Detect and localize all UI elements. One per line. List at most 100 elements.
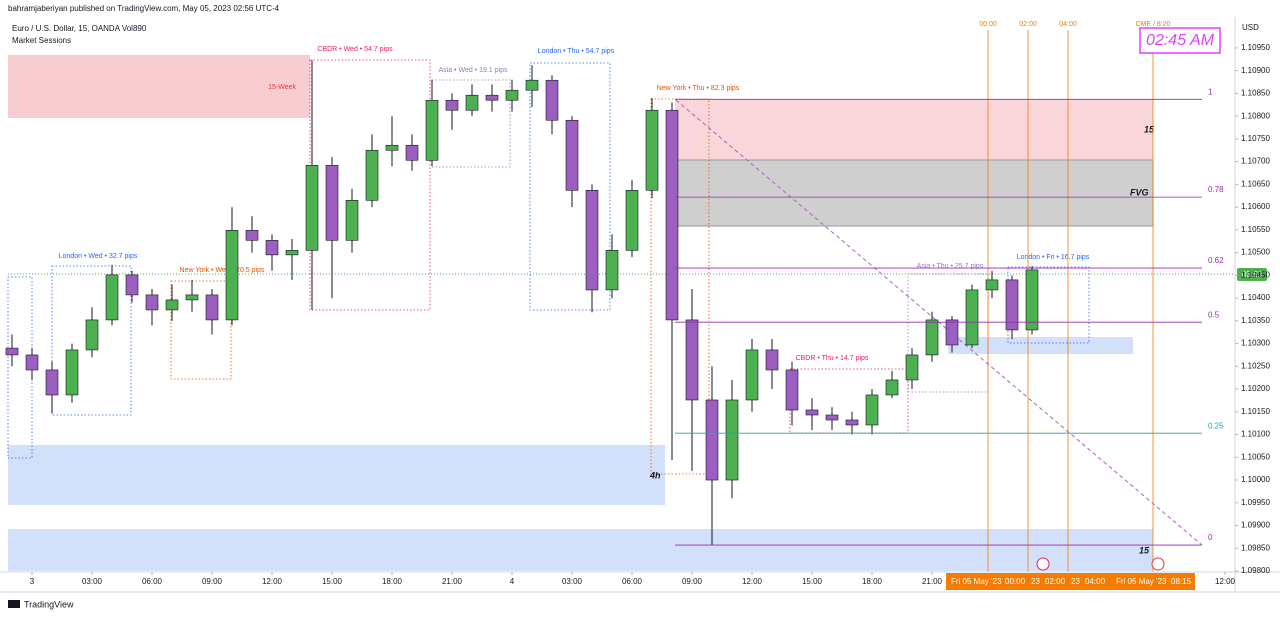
candle-body bbox=[245, 230, 259, 241]
y-tick-label: 1.10100 bbox=[1241, 430, 1270, 439]
range-label: 23 bbox=[1031, 577, 1040, 586]
y-tick-label: 1.10450 bbox=[1241, 270, 1270, 279]
y-tick-label: 1.10500 bbox=[1241, 248, 1270, 257]
y-tick-label: 1.09800 bbox=[1241, 566, 1270, 575]
zone-label: 15 bbox=[1144, 124, 1155, 134]
x-tick-label: 12:00 bbox=[742, 577, 763, 586]
y-tick-label: 1.10000 bbox=[1241, 475, 1270, 484]
candle-body bbox=[545, 79, 559, 121]
x-tick-label: 15:00 bbox=[322, 577, 343, 586]
candle-body bbox=[745, 349, 759, 401]
x-tick-label: 09:00 bbox=[202, 577, 223, 586]
y-tick-label: 1.10150 bbox=[1241, 407, 1270, 416]
candle-body bbox=[605, 250, 619, 291]
candle-body bbox=[125, 274, 139, 296]
session-label: Asia • Wed • 19.1 pips bbox=[439, 67, 508, 74]
candle-body bbox=[525, 79, 539, 91]
candle-body bbox=[805, 409, 819, 416]
candle-body bbox=[365, 149, 379, 201]
range-label: Fri 05 May '23 bbox=[951, 577, 1002, 586]
y-tick-label: 1.10900 bbox=[1241, 66, 1270, 75]
fib-label: 0.5 bbox=[1208, 310, 1220, 319]
candle-body bbox=[5, 347, 19, 356]
x-tick-label: 18:00 bbox=[382, 577, 403, 586]
candle-body bbox=[485, 94, 499, 101]
y-tick-label: 1.10800 bbox=[1241, 111, 1270, 120]
range-highlight bbox=[946, 573, 1195, 590]
candle-body bbox=[205, 294, 219, 321]
range-label: 00:00 bbox=[1005, 577, 1026, 586]
y-tick-label: 1.10300 bbox=[1241, 339, 1270, 348]
symbol: Euro / U.S. Dollar, 15, OANDA Vol890 bbox=[12, 24, 147, 33]
fib-label: 0.25 bbox=[1208, 421, 1224, 430]
zone bbox=[8, 55, 310, 118]
y-tick-label: 1.10200 bbox=[1241, 384, 1270, 393]
zone bbox=[948, 337, 1133, 354]
x-tick-label: 3 bbox=[30, 577, 35, 586]
candle-body bbox=[165, 299, 179, 311]
candle-body bbox=[105, 274, 119, 321]
fib-label: 0.62 bbox=[1208, 256, 1224, 265]
candle-body bbox=[825, 414, 839, 421]
candle-body bbox=[445, 99, 459, 111]
y-tick-label: 1.10950 bbox=[1241, 43, 1270, 52]
candle-body bbox=[885, 379, 899, 396]
session-label: New York • Thu • 82.3 pips bbox=[657, 85, 740, 92]
x-tick-label: 21:00 bbox=[442, 577, 463, 586]
candle-body bbox=[685, 319, 699, 401]
candle-body bbox=[385, 144, 399, 151]
publisher: bahramjaberiyan published on TradingView… bbox=[8, 4, 280, 13]
candle-body bbox=[925, 319, 939, 356]
currency: USD bbox=[1242, 23, 1259, 32]
candle-body bbox=[25, 354, 39, 371]
candle-body bbox=[765, 349, 779, 371]
candle-body bbox=[565, 119, 579, 191]
candle-body bbox=[265, 240, 279, 256]
session-time: 00:00 bbox=[979, 21, 997, 28]
indicator: Market Sessions bbox=[12, 36, 71, 45]
session-box bbox=[529, 62, 611, 311]
candle-body bbox=[345, 200, 359, 241]
zone-label: 4h bbox=[649, 470, 661, 480]
x-tick-label: 12:00 bbox=[262, 577, 283, 586]
session-time: CME / 8:20 bbox=[1135, 21, 1170, 28]
clock: 02:45 AM bbox=[1146, 32, 1215, 49]
fib-label: 0 bbox=[1208, 533, 1213, 542]
logo bbox=[8, 600, 20, 608]
session-box bbox=[431, 79, 511, 168]
session-label: London • Fri • 16.7 pips bbox=[1017, 254, 1090, 261]
candle-body bbox=[505, 89, 519, 101]
candle-body bbox=[705, 399, 719, 481]
candle-body bbox=[785, 369, 799, 411]
event-icon[interactable] bbox=[1151, 557, 1165, 571]
x-tick-label: 12:00 bbox=[1215, 577, 1236, 586]
y-tick-label: 1.10750 bbox=[1241, 134, 1270, 143]
range-labels: Fri 05 May '23 00:00 23 02:00 23 04:00 F… bbox=[951, 577, 1192, 586]
candle-body bbox=[725, 399, 739, 481]
x-tick-label: 03:00 bbox=[562, 577, 583, 586]
candle-body bbox=[85, 319, 99, 351]
session-label: CBDR • Thu • 14.7 pips bbox=[796, 355, 869, 362]
candle-body bbox=[65, 349, 79, 396]
zone-label: FVG bbox=[1130, 187, 1149, 197]
footer: TradingView bbox=[24, 599, 74, 609]
session-label: Asia • Thu • 25.7 pips bbox=[917, 263, 984, 270]
candle-body bbox=[465, 94, 479, 111]
y-tick-label: 1.10650 bbox=[1241, 179, 1270, 188]
candle-body bbox=[625, 189, 639, 251]
event-icon[interactable] bbox=[1036, 557, 1050, 571]
countdown-box bbox=[1237, 268, 1267, 281]
candle-body bbox=[945, 319, 959, 346]
y-tick-label: 1.10400 bbox=[1241, 293, 1270, 302]
plot bbox=[5, 60, 1039, 546]
zone bbox=[8, 445, 665, 505]
y-tick-label: 1.09850 bbox=[1241, 543, 1270, 552]
y-tick-label: 1.09950 bbox=[1241, 498, 1270, 507]
candle-body bbox=[865, 394, 879, 426]
y-tick-label: 1.10600 bbox=[1241, 202, 1270, 211]
session-label: CBDR • Wed • 54.7 pips bbox=[317, 46, 393, 53]
clock-box bbox=[1139, 27, 1221, 54]
session-label: New York • Wed • 20.5 pips bbox=[180, 267, 265, 274]
x-tick-label: 18:00 bbox=[862, 577, 883, 586]
